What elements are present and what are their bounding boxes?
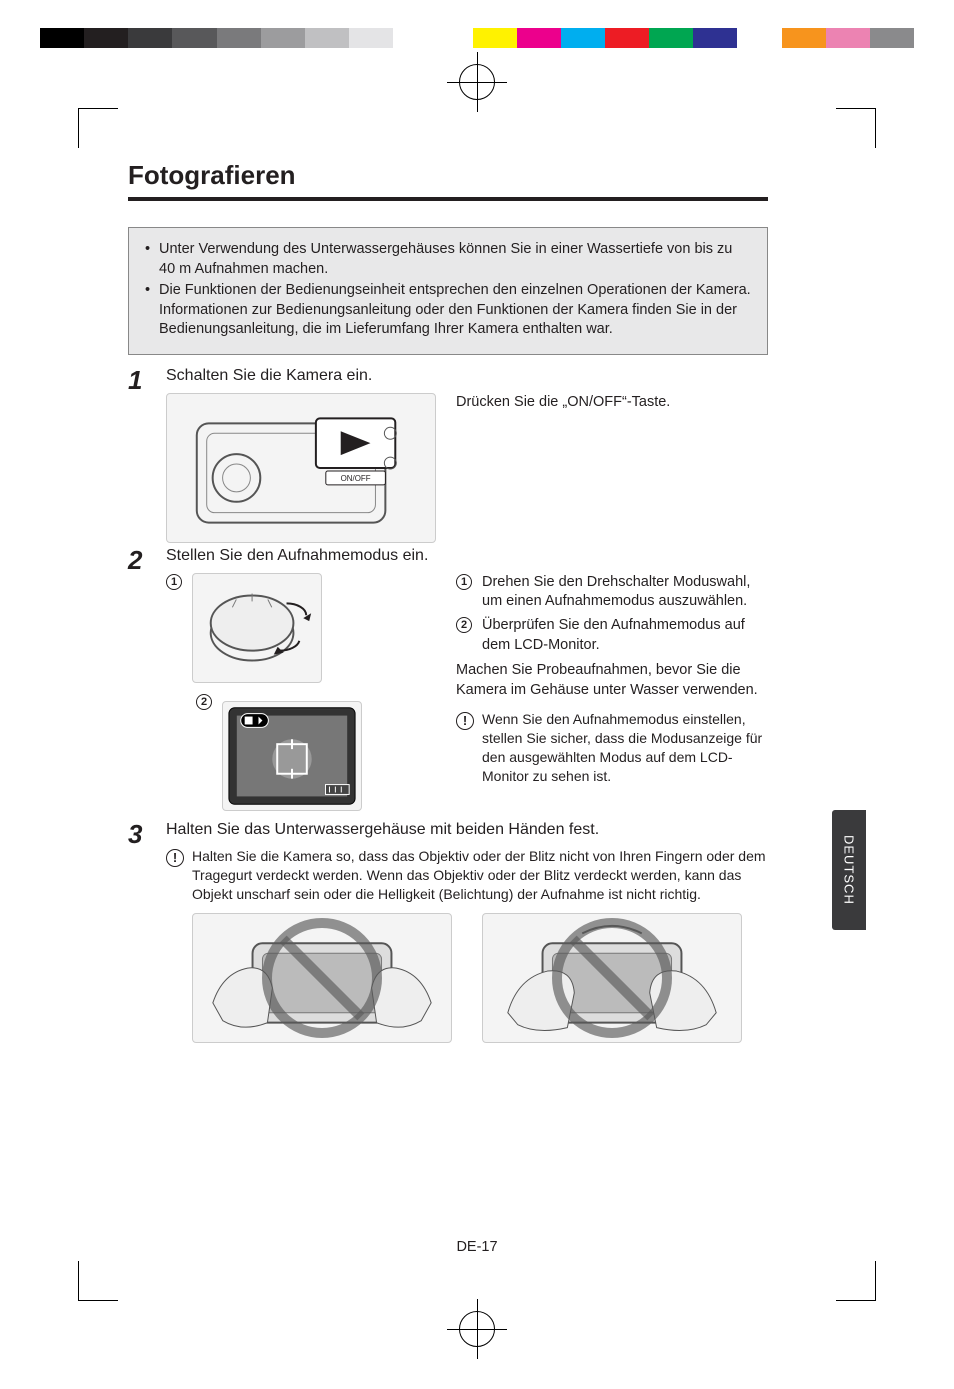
step-title: Stellen Sie den Aufnahmemodus ein. (166, 547, 768, 565)
info-item: Unter Verwendung des Unterwassergehäuses… (145, 240, 751, 279)
title-rule (128, 197, 768, 201)
info-item: Die Funktionen der Bedienungseinheit ent… (145, 281, 751, 340)
step2-caution: ! Wenn Sie den Aufnahmemodus einstellen,… (456, 710, 768, 786)
step2-numbered-list: 1 Drehen Sie den Drehschalter Moduswahl,… (456, 573, 768, 655)
registration-mark-bottom (457, 1309, 497, 1349)
incorrect-grip-illustration-2 (482, 913, 742, 1043)
list-item-text: Drehen Sie den Drehschalter Moduswahl, u… (482, 573, 768, 612)
page-content: Fotografieren Unter Verwendung des Unter… (128, 160, 768, 1043)
step-number: 2 (128, 547, 154, 811)
step2-followup-text: Machen Sie Probeaufnahmen, bevor Sie die… (456, 661, 768, 700)
step1-text: Drücken Sie die „ON/OFF“-Taste. (456, 393, 768, 413)
page-number: DE-17 (456, 1239, 497, 1255)
incorrect-grip-illustration-1 (192, 913, 452, 1043)
list-item-text: Überprüfen Sie den Aufnahmemodus auf dem… (482, 616, 768, 655)
page-title: Fotografieren (128, 160, 768, 191)
step-2: 2 Stellen Sie den Aufnahmemodus ein. 1 (128, 547, 768, 811)
crop-mark (78, 108, 118, 148)
caution-icon: ! (456, 712, 474, 730)
crop-mark (836, 108, 876, 148)
step-1: 1 Schalten Sie die Kamera ein. (128, 367, 768, 543)
step-title: Schalten Sie die Kamera ein. (166, 367, 768, 385)
step-number: 3 (128, 821, 154, 1044)
step-number: 1 (128, 367, 154, 543)
caution-icon: ! (166, 849, 184, 867)
step-title: Halten Sie das Unterwassergehäuse mit be… (166, 821, 768, 839)
info-box: Unter Verwendung des Unterwassergehäuses… (128, 227, 768, 355)
crop-mark (836, 1261, 876, 1301)
onoff-label: ON/OFF (341, 474, 371, 483)
camera-housing-illustration: ON/OFF (166, 393, 436, 543)
caution-text: Wenn Sie den Aufnahmemodus einstellen, s… (482, 710, 768, 786)
crop-mark (78, 1261, 118, 1301)
caution-text: Halten Sie die Kamera so, dass das Objek… (192, 847, 768, 904)
figure-label-2-icon: 2 (196, 694, 212, 710)
step-3: 3 Halten Sie das Unterwassergehäuse mit … (128, 821, 768, 1044)
list-number-2-icon: 2 (456, 617, 472, 633)
registration-mark-top (457, 62, 497, 102)
figure-label-1-icon: 1 (166, 574, 182, 590)
lcd-monitor-illustration (222, 701, 362, 811)
mode-dial-illustration (192, 573, 322, 683)
language-tab-label: DEUTSCH (842, 835, 857, 905)
step3-caution: ! Halten Sie die Kamera so, dass das Obj… (166, 847, 768, 904)
list-number-1-icon: 1 (456, 574, 472, 590)
printer-color-bar (40, 28, 914, 48)
language-tab: DEUTSCH (832, 810, 866, 930)
